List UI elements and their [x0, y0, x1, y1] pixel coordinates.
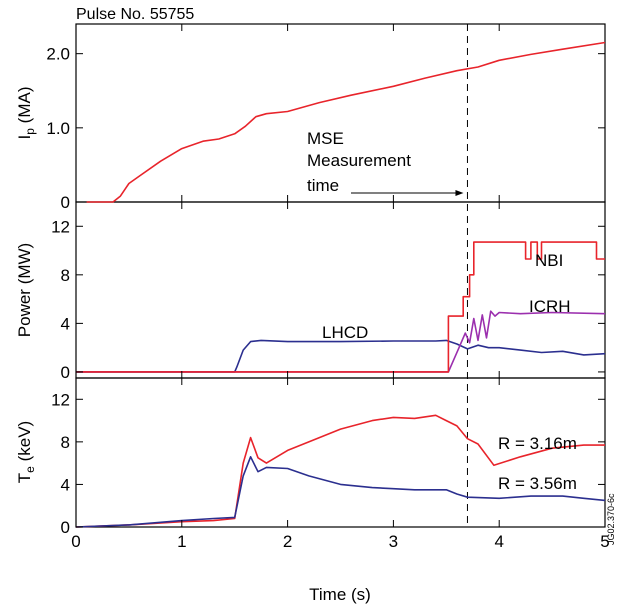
- series-line-r-3-56m: [75, 455, 606, 528]
- series-line-r-3-16m: [75, 414, 605, 528]
- ytick-label: 8: [61, 433, 70, 452]
- ylabel-current: Ip (MA): [15, 87, 37, 140]
- annotation-arrow-head: [455, 190, 464, 196]
- ytick-label: 1.0: [46, 119, 70, 138]
- panel-top-frame: [75, 23, 606, 203]
- series-label-lhcd: LHCD: [322, 323, 368, 342]
- xlabel-time: Time (s): [309, 585, 371, 604]
- series-label-r356: R = 3.56m: [498, 474, 577, 493]
- xtick-label: 2: [283, 532, 292, 551]
- ytick-label: 0: [61, 193, 70, 212]
- xtick-label: 3: [389, 532, 398, 551]
- ytick-label: 4: [61, 314, 70, 333]
- xtick-label: 0: [71, 532, 80, 551]
- ytick-label: 8: [61, 266, 70, 285]
- ylabel-temperature-main: T: [15, 473, 34, 483]
- ylabel-temperature-sub: e: [23, 466, 37, 473]
- ytick-label: 12: [51, 217, 70, 236]
- panel-bottom-frame: [75, 377, 606, 528]
- panel-middle-frame: [75, 201, 606, 379]
- plot-layer: [75, 41, 606, 528]
- series-label-r316: R = 3.16m: [498, 434, 577, 453]
- figure-reference-code: JG02.370-6c: [606, 493, 616, 545]
- ylabel-power: Power (MW): [15, 243, 34, 337]
- ylabel-temperature: Te (keV): [15, 421, 37, 483]
- ylabel-current-main: I: [15, 135, 34, 140]
- annotation-line-2: Measurement: [307, 151, 411, 170]
- series-line-nbi: [76, 241, 605, 373]
- ytick-label: 12: [51, 390, 70, 409]
- series-line-icrh: [76, 310, 606, 373]
- ylabel-temperature-unit: (keV): [15, 421, 34, 466]
- ylabel-current-unit: (MA): [15, 87, 34, 129]
- series-line-lhcd: [76, 339, 606, 373]
- ytick-label: 0: [61, 518, 70, 537]
- series-label-nbi: NBI: [535, 251, 563, 270]
- ytick-label: 2.0: [46, 45, 70, 64]
- xtick-label: 1: [177, 532, 186, 551]
- chart-title: Pulse No. 55755: [76, 6, 194, 23]
- series-label-icrh: ICRH: [529, 297, 571, 316]
- xtick-label: 4: [494, 532, 503, 551]
- annotation-line-3: time: [307, 176, 339, 195]
- xtick-label: 5: [600, 532, 609, 551]
- ylabel-current-sub: p: [23, 128, 37, 135]
- series-line-p0-s0: [86, 41, 606, 203]
- ytick-label: 0: [61, 363, 70, 382]
- annotation-line-1: MSE: [307, 129, 344, 148]
- ytick-label: 4: [61, 475, 70, 494]
